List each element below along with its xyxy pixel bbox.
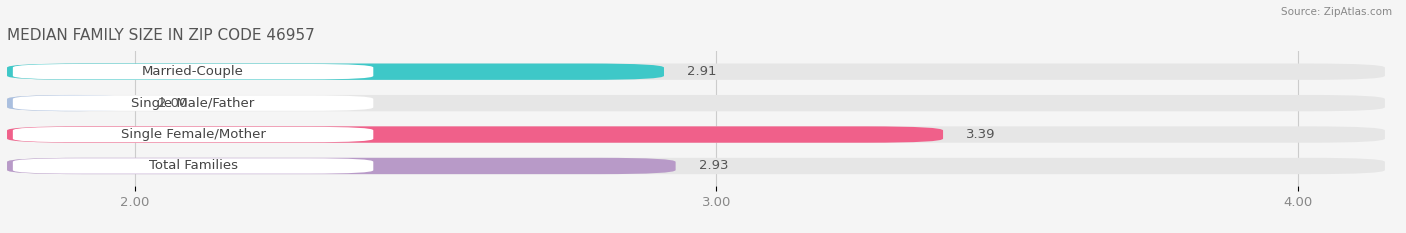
- FancyBboxPatch shape: [13, 96, 374, 111]
- Text: 2.91: 2.91: [688, 65, 717, 78]
- FancyBboxPatch shape: [7, 95, 1385, 111]
- Text: Total Families: Total Families: [149, 159, 238, 172]
- FancyBboxPatch shape: [7, 64, 1385, 80]
- FancyBboxPatch shape: [13, 127, 374, 142]
- FancyBboxPatch shape: [7, 126, 943, 143]
- Text: 2.93: 2.93: [699, 159, 728, 172]
- Text: Single Male/Father: Single Male/Father: [131, 97, 254, 110]
- Text: Married-Couple: Married-Couple: [142, 65, 245, 78]
- Text: Source: ZipAtlas.com: Source: ZipAtlas.com: [1281, 7, 1392, 17]
- FancyBboxPatch shape: [7, 126, 1385, 143]
- FancyBboxPatch shape: [7, 158, 1385, 174]
- Text: 3.39: 3.39: [966, 128, 995, 141]
- Text: 2.00: 2.00: [159, 97, 187, 110]
- FancyBboxPatch shape: [7, 158, 676, 174]
- FancyBboxPatch shape: [13, 64, 374, 79]
- Text: MEDIAN FAMILY SIZE IN ZIP CODE 46957: MEDIAN FAMILY SIZE IN ZIP CODE 46957: [7, 28, 315, 43]
- FancyBboxPatch shape: [7, 95, 135, 111]
- FancyBboxPatch shape: [13, 158, 374, 174]
- Text: Single Female/Mother: Single Female/Mother: [121, 128, 266, 141]
- FancyBboxPatch shape: [7, 64, 664, 80]
